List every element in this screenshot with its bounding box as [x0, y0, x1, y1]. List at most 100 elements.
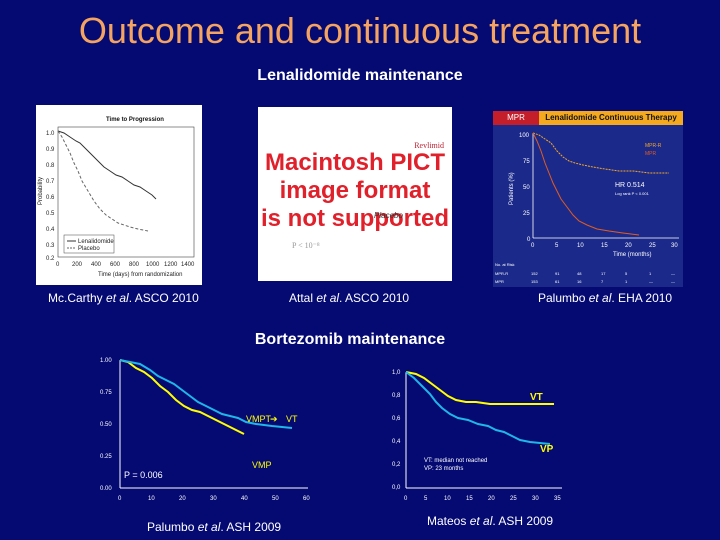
- citation-etal: et al: [588, 291, 612, 305]
- citation-venue: . EHA 2010: [611, 291, 673, 305]
- attal-unsupported-text: Macintosh PICT image format is not suppo…: [258, 149, 452, 233]
- palumbo-eha-risk-cell: 1: [625, 279, 628, 284]
- mateos-ytick: 0,2: [392, 462, 401, 468]
- vmp-xtick: 20: [179, 496, 186, 502]
- mccarthy-xtick: 200: [72, 262, 83, 268]
- vmp-pvalue: P = 0.006: [124, 470, 163, 480]
- palumbo-eha-xtick: 5: [555, 243, 559, 249]
- palumbo-eha-risk-cell: —: [671, 271, 675, 276]
- citation-author: Palumbo: [147, 520, 198, 534]
- mccarthy-ytick: 0.9: [46, 147, 55, 153]
- slide-title: Outcome and continuous treatment: [78, 10, 642, 51]
- section-heading-bortezomib: Bortezomib maintenance: [254, 331, 446, 348]
- mccarthy-chart-title: Time to Progression: [106, 117, 164, 123]
- palumbo-eha-bg: [493, 125, 683, 287]
- mateos-ytick: 1,0: [392, 370, 401, 376]
- vmp-xtick: 0: [118, 496, 122, 502]
- mccarthy-xtick: 1000: [146, 262, 160, 268]
- mccarthy-legend-lenalidomide: Lenalidomide: [78, 239, 114, 245]
- mccarthy-ytick: 0.5: [46, 211, 55, 217]
- mccarthy-xtick: 400: [91, 262, 102, 268]
- mccarthy-xtick: 1200: [164, 262, 178, 268]
- mccarthy-xtick: 1400: [181, 262, 195, 268]
- vmp-xtick: 10: [148, 496, 155, 502]
- palumbo-eha-risk-header: No. at Risk: [495, 262, 515, 267]
- citation-etal: et al: [469, 514, 493, 528]
- palumbo-eha-svg: 100 75 50 25 0 Patients (%) 0 5 10 15 20…: [493, 125, 683, 287]
- palumbo-eha-ytick: 75: [523, 159, 530, 165]
- mccarthy-ytick: 0.3: [46, 243, 55, 249]
- mccarthy-legend-placebo: Placebo: [78, 246, 100, 252]
- mateos-note-vt: VT: median not reached: [424, 458, 487, 464]
- mccarthy-ytick: 0.4: [46, 227, 55, 233]
- vmp-xtick: 60: [303, 496, 310, 502]
- mateos-xtick: 5: [424, 496, 428, 502]
- vmp-ytick: 0.75: [100, 390, 112, 396]
- mccarthy-xtick: 0: [56, 262, 60, 268]
- palumbo-eha-xtick: 30: [671, 243, 678, 249]
- mateos-ytick: 0,4: [392, 439, 401, 445]
- palumbo-eha-risk-cell: 153: [531, 279, 538, 284]
- attal-label-revlimid: Revlimid: [414, 141, 444, 150]
- citation-palumbo-ash: Palumbo et al. ASH 2009: [147, 520, 281, 534]
- vmp-arrow: ➔: [270, 415, 278, 425]
- citation-author: Mc.Carthy: [48, 291, 107, 305]
- mateos-ytick: 0,6: [392, 416, 401, 422]
- palumbo-eha-legend-mprr: MPR-R: [645, 143, 662, 149]
- mateos-km-chart: 1,0 0,8 0,6 0,4 0,2 0,0 0 5 10 15 20 25 …: [392, 370, 562, 502]
- palumbo-eha-chart: MPR Lenalidomide Continuous Therapy 100 …: [493, 111, 683, 287]
- citation-palumbo-eha: Palumbo et al. EHA 2010: [538, 291, 672, 305]
- citation-mccarthy: Mc.Carthy et al. ASCO 2010: [48, 291, 199, 305]
- mateos-ytick: 0,0: [392, 485, 401, 491]
- mccarthy-ylabel: Probability: [38, 177, 44, 205]
- palumbo-eha-ytick: 50: [523, 185, 530, 191]
- citation-venue: . ASH 2009: [220, 520, 282, 534]
- mccarthy-ytick: 0.6: [46, 195, 55, 201]
- palumbo-eha-xtick: 15: [601, 243, 608, 249]
- palumbo-eha-risk-label: MPR-R: [495, 271, 508, 276]
- palumbo-eha-xtick: 10: [577, 243, 584, 249]
- mccarthy-lenalidomide-curve: [57, 130, 157, 200]
- citation-author: Palumbo: [538, 291, 589, 305]
- palumbo-eha-risk-cell: —: [671, 279, 675, 284]
- citation-etal: et al: [316, 291, 340, 305]
- palumbo-eha-legend-mpr: MPR: [645, 151, 657, 157]
- attal-unsupported-line: is not supported: [261, 205, 449, 232]
- palumbo-eha-risk-cell: 1: [649, 271, 652, 276]
- section-heading-lenalidomide: Lenalidomide maintenance: [257, 67, 463, 84]
- citation-venue: . ASCO 2010: [128, 291, 199, 305]
- vmp-ytick: 1.00: [100, 358, 112, 364]
- mccarthy-ytick: 1.0: [46, 131, 55, 137]
- vmp-ytick: 0.50: [100, 422, 112, 428]
- palumbo-eha-xlabel: Time (months): [613, 252, 651, 258]
- citation-attal: Attal et al. ASCO 2010: [289, 291, 409, 305]
- citation-venue: . ASCO 2010: [339, 291, 410, 305]
- citation-etal: et al: [106, 291, 129, 305]
- mccarthy-ytick: 0.8: [46, 163, 55, 169]
- mccarthy-km-chart: Time to Progression 1.0 0.9 0.8 0.7 0.6 …: [36, 105, 202, 285]
- vmp-ytick: 0.00: [100, 486, 112, 492]
- palumbo-eha-risk-cell: 61: [555, 279, 560, 284]
- mccarthy-ytick: 0.7: [46, 179, 55, 185]
- palumbo-eha-xtick: 20: [625, 243, 632, 249]
- mccarthy-placebo-curve: [57, 130, 149, 232]
- citation-mateos: Mateos et al. ASH 2009: [427, 514, 553, 528]
- palumbo-eha-ytick: 25: [523, 211, 530, 217]
- palumbo-eha-hr: HR 0.514: [615, 182, 645, 189]
- vmp-xtick: 50: [272, 496, 279, 502]
- mccarthy-ytick: 0.2: [46, 256, 55, 262]
- mateos-xtick: 35: [554, 496, 561, 502]
- palumbo-eha-risk-cell: 91: [555, 271, 560, 276]
- citation-etal: et al: [197, 520, 221, 534]
- attal-label-placebo: Placebo: [374, 211, 403, 220]
- vmp-xtick: 40: [241, 496, 248, 502]
- palumbo-eha-risk-cell: 7: [601, 279, 604, 284]
- palumbo-eha-risk-cell: 48: [577, 271, 582, 276]
- mccarthy-legend-box: [63, 234, 115, 254]
- attal-image-placeholder: Revlimid Macintosh PICT image format is …: [258, 107, 452, 281]
- palumbo-eha-risk-cell: 152: [531, 271, 538, 276]
- mccarthy-plot-frame: [57, 126, 195, 258]
- mccarthy-y-ticks: 1.0 0.9 0.8 0.7 0.6 0.5 0.4 0.3 0.2: [46, 131, 55, 262]
- mateos-xtick: 15: [466, 496, 473, 502]
- mccarthy-km-svg: Time to Progression 1.0 0.9 0.8 0.7 0.6 …: [38, 117, 195, 278]
